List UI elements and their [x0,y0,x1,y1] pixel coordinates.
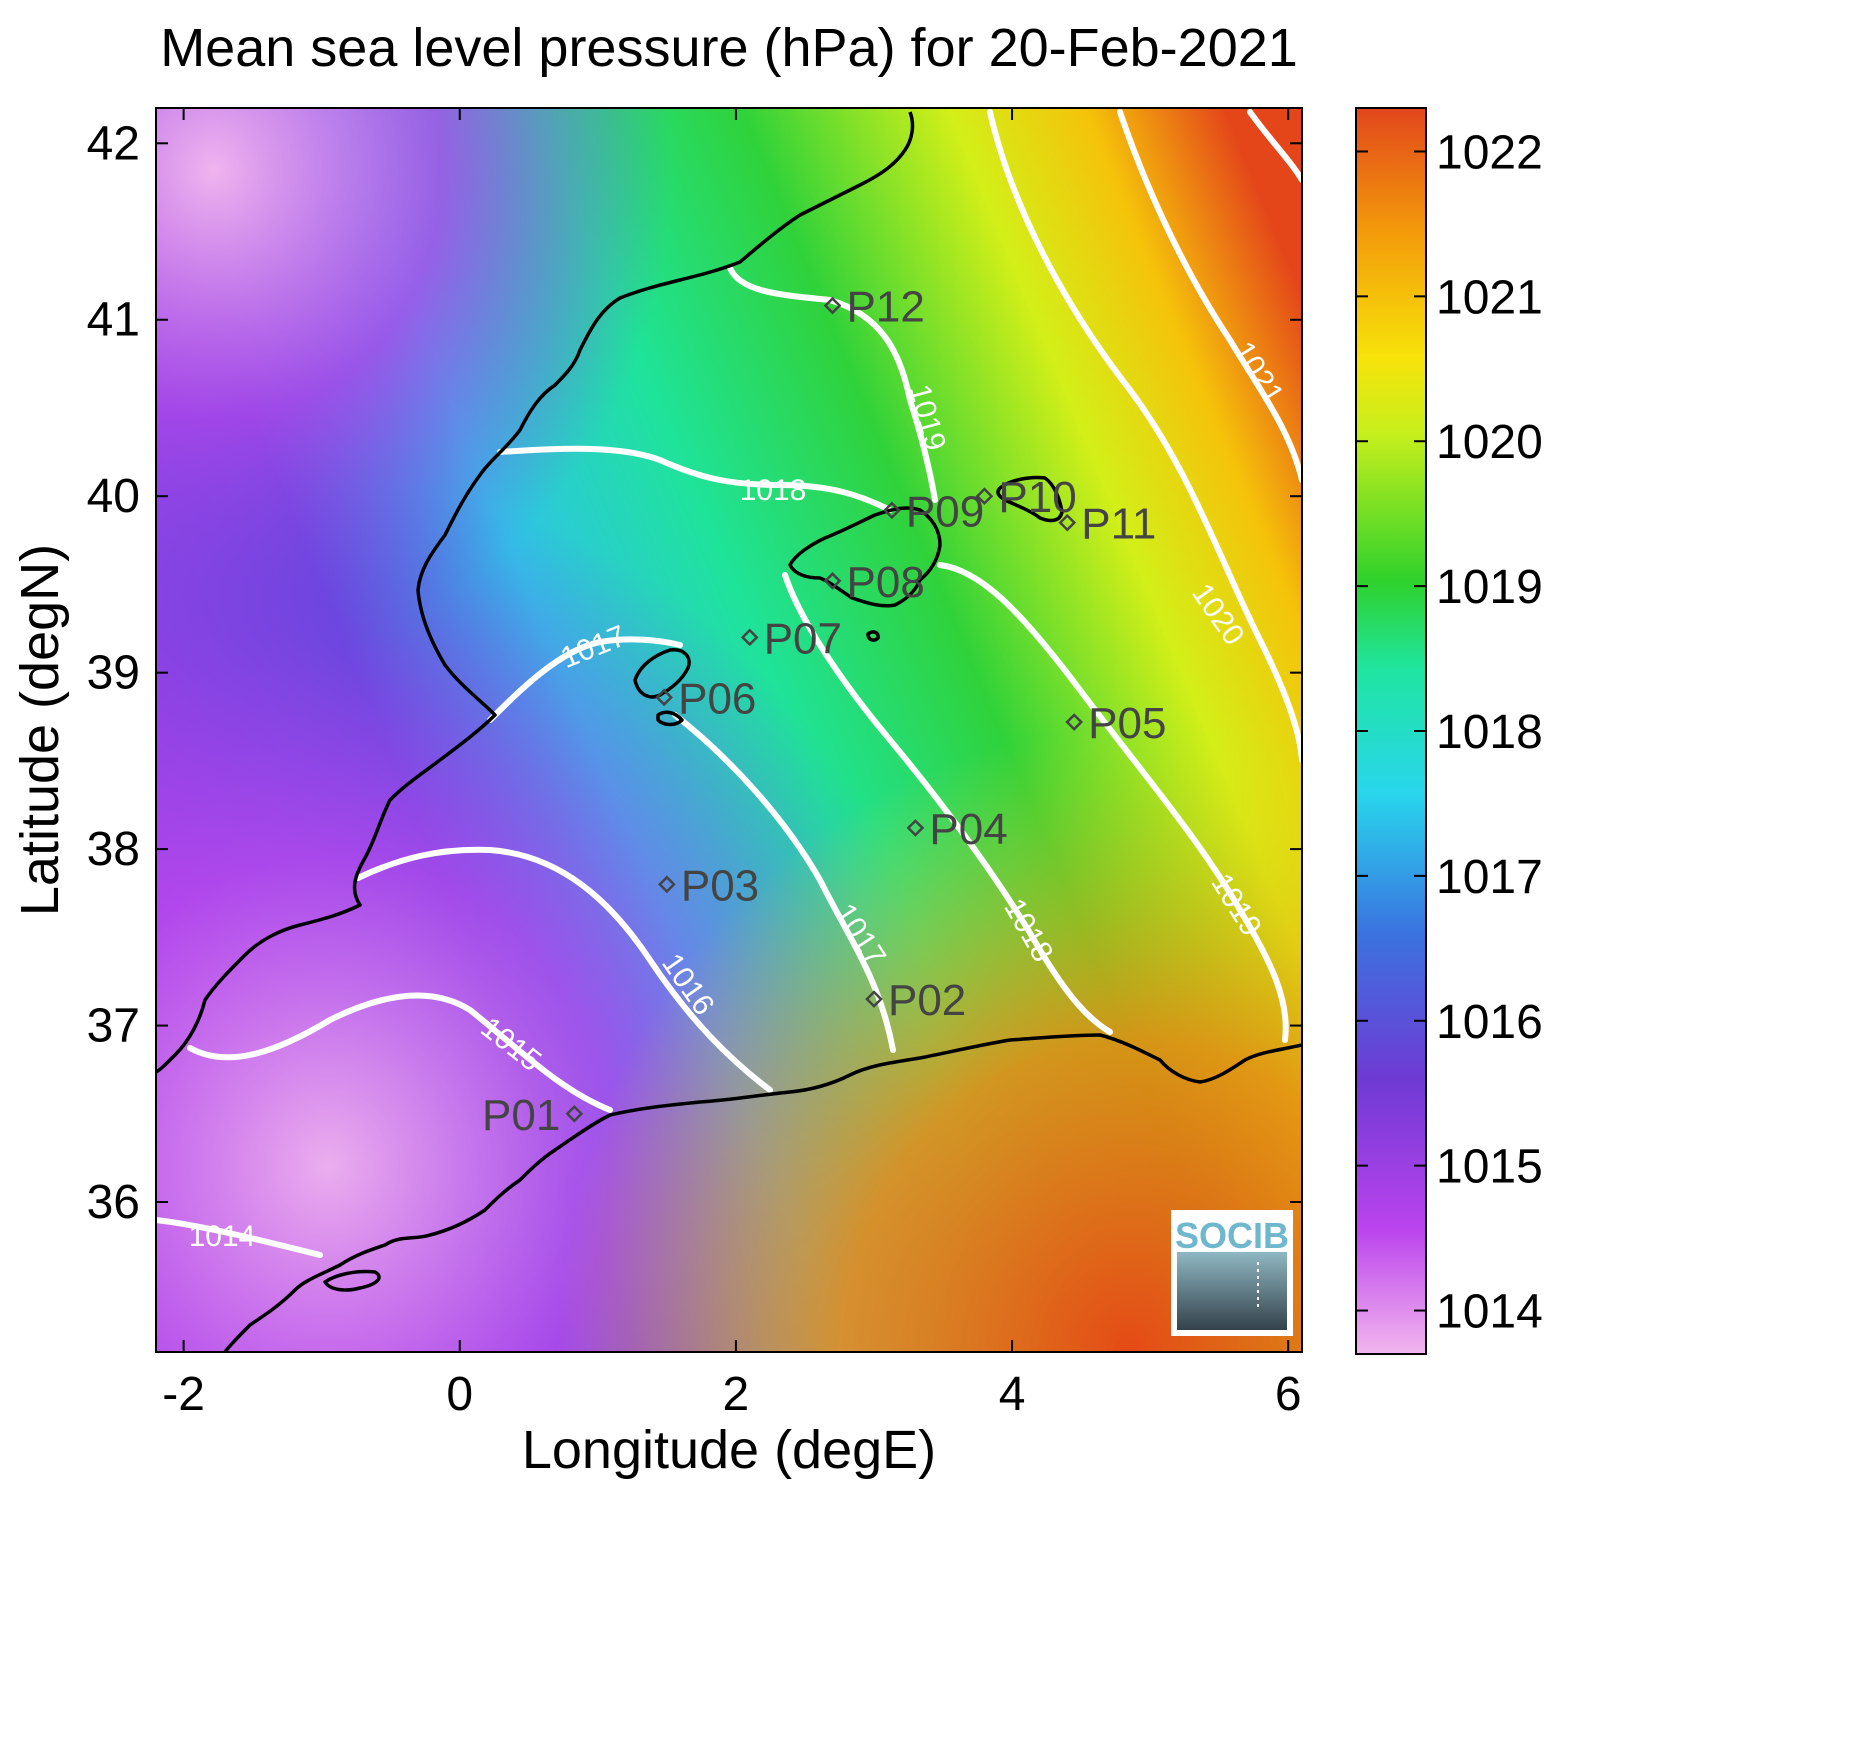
y-tick-label: 37 [87,1000,140,1053]
x-tick-label: 0 [446,1368,473,1421]
station-marker: P06 [655,674,756,723]
isobar-1014 [156,1217,323,1258]
station-marker: P01 [482,1091,584,1140]
isobar-1016 [355,846,773,1093]
station-marker: P03 [658,861,759,910]
station-label: P09 [906,487,984,536]
station-marker: P10 [975,473,1077,522]
station-diamond [823,572,842,590]
socib-logo: SOCIB [1171,1210,1293,1336]
colorbar-tick-label: 1014 [1436,1286,1543,1339]
coastline-ibiza [633,648,691,699]
station-diamond [658,875,676,894]
coastline-iberia [156,111,915,1074]
colorbar-tick-label: 1019 [1436,561,1543,614]
station-label: P11 [1081,500,1156,549]
colorbar-tick-label: 1017 [1436,851,1543,904]
station-marker: P12 [823,283,925,332]
station-diamond [975,487,994,506]
station-marker: P04 [906,805,1008,854]
isobar-1021 [1117,109,1302,483]
isobar-1018-a [497,445,893,513]
y-tick-label: 40 [87,470,140,523]
chart-title: Mean sea level pressure (hPa) for 20-Feb… [160,18,1298,78]
x-axis: -2 0 2 4 6 [162,108,1302,1421]
x-tick-label: -2 [162,1368,205,1421]
colorbar-tick-label: 1020 [1436,416,1543,469]
station-diamond [1065,713,1084,731]
isobar-label: 1018 [740,474,807,507]
station-marker: P07 [740,614,842,663]
station-marker: P11 [1058,500,1156,549]
y-tick-label: 39 [87,647,140,700]
station-diamond [1058,513,1077,532]
station-diamond [906,819,925,837]
station-marker: P05 [1065,699,1166,748]
isobar-1019-b [937,562,1289,1043]
station-label: P05 [1088,699,1166,748]
station-marker: P02 [865,976,966,1025]
station-label: P03 [681,861,759,910]
station-label: P06 [678,674,756,723]
station-label: P01 [482,1091,560,1140]
socib-logo-text: SOCIB [1175,1215,1289,1256]
station-diamond [655,688,673,707]
colorbar-tick-label: 1016 [1436,996,1543,1049]
station-marker: P08 [823,558,925,607]
station-label: P12 [847,283,925,332]
isobar-1018-b [782,572,1113,1035]
isobar-1022 [1247,109,1302,183]
coastline-africa [223,1033,1302,1352]
x-axis-label: Longitude (degE) [522,1420,936,1480]
coastline-formentera [656,710,684,727]
coastline-cabrera [866,630,880,642]
station-diamond [565,1104,584,1123]
station-label: P02 [888,976,966,1025]
isobar-1017-b [672,712,896,1053]
colorbar-ticks: 1014 1015 1016 1017 1018 1019 1020 1021 1022 [1356,126,1543,1339]
y-tick-label: 36 [87,1176,140,1229]
y-tick-label: 41 [87,294,140,347]
station-label: P08 [847,558,925,607]
colorbar-tick-label: 1021 [1436,271,1543,324]
station-diamond [823,296,842,315]
coastline-menorca [996,475,1064,523]
x-tick-label: 6 [1275,1368,1302,1421]
colorbar-tick-label: 1022 [1436,126,1543,179]
colorbar-tick-label: 1015 [1436,1141,1543,1194]
plot-area: 1014 1015 1016 1017 1017 1018 1018 1019 … [156,108,1302,1352]
station-diamond [865,990,883,1008]
station-label: P04 [929,805,1007,854]
station-diamond [740,628,759,647]
y-tick-label: 38 [87,823,140,876]
colorbar-tick-label: 1018 [1436,706,1543,759]
plot-frame [155,107,1303,1353]
station-label: P07 [764,614,842,663]
y-axis: 36 37 38 39 40 41 42 [87,117,1302,1229]
y-tick-label: 42 [87,117,140,170]
isobar-1019-a [727,265,938,503]
isobar-1020 [987,109,1302,763]
x-tick-label: 2 [723,1368,750,1421]
y-axis-label: Latitude (degN) [10,544,70,916]
x-tick-label: 4 [999,1368,1026,1421]
isobars [156,109,1302,1258]
station-label: P10 [998,473,1076,522]
coastline-alboran [323,1269,381,1292]
isobar-label: 1014 [189,1220,256,1253]
station-marker: P09 [883,487,984,536]
isobar-1017-a [487,636,683,723]
isobar-1015 [187,992,613,1113]
station-diamond [883,501,901,520]
